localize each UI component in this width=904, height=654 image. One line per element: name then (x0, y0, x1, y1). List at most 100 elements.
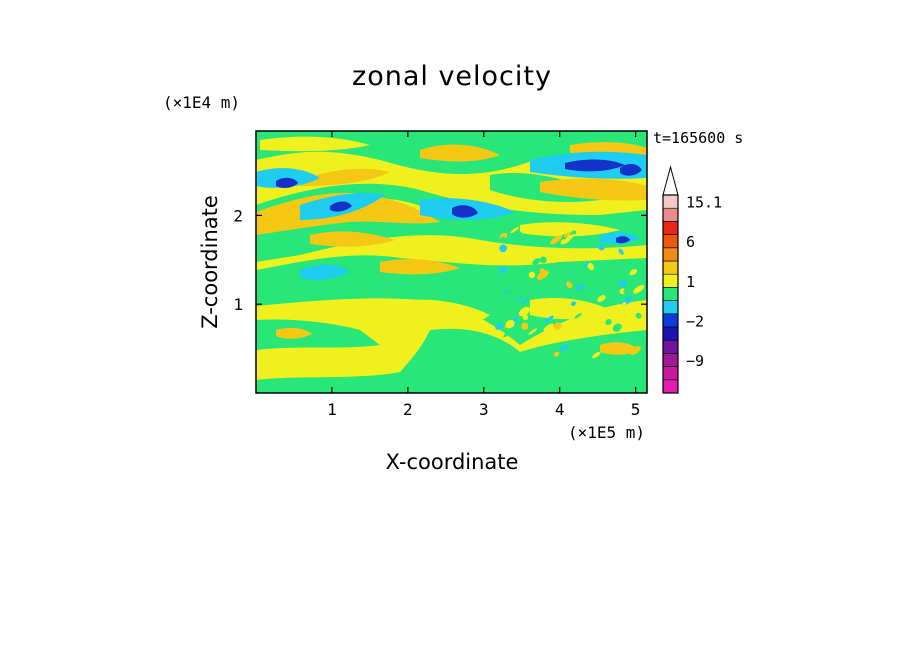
contour-band (550, 235, 562, 245)
contour-band (623, 284, 635, 293)
z-tick-label: 1 (233, 295, 243, 314)
contour-band (510, 226, 519, 234)
contour-band (256, 255, 647, 345)
contour-band (620, 272, 626, 278)
contour-band (612, 285, 620, 292)
contour-band (528, 328, 538, 335)
contour-band (553, 351, 560, 357)
contour-band (499, 244, 507, 253)
z-scale-label: (×1E4 m) (163, 93, 240, 112)
contour-band (495, 323, 503, 330)
contour-band (380, 259, 460, 275)
x-tick-label: 4 (555, 400, 565, 419)
contour-band (499, 236, 506, 242)
contour-band (587, 262, 595, 271)
contour-band (260, 136, 370, 152)
contour-band (276, 177, 298, 188)
z-axis-label: Z-coordinate (198, 195, 222, 329)
contour-band (486, 273, 496, 281)
contour-band (566, 281, 573, 289)
contour-band (539, 256, 547, 264)
contour-band (570, 230, 577, 236)
contour-band (310, 231, 395, 247)
contour-band (601, 312, 607, 317)
contour-band (256, 319, 380, 350)
x-tick-label: 1 (327, 400, 337, 419)
contour-band (605, 318, 612, 326)
contour-band (618, 280, 627, 288)
colorbar: 15.1 6 1 −2 −9 (662, 165, 722, 394)
colorbar-swatch (662, 260, 679, 275)
contour-band (600, 342, 640, 355)
contour-band (560, 286, 566, 293)
contour-band (520, 222, 620, 237)
x-tick-label: 3 (479, 400, 489, 419)
contour-band (628, 331, 636, 337)
contour-band (536, 270, 549, 280)
contour-band (300, 168, 390, 186)
contour-band (546, 335, 552, 341)
colorbar-extend-arrow (662, 165, 679, 196)
contour-band (582, 262, 590, 268)
contour-band (528, 271, 536, 279)
contour-band (523, 279, 532, 286)
contour-band (574, 313, 582, 319)
contour-band (540, 178, 647, 201)
x-scale-label: (×1E5 m) (568, 423, 645, 442)
colorbar-label: −2 (686, 312, 704, 330)
colorbar-swatch (662, 366, 679, 381)
colorbar-swatch (662, 313, 679, 328)
colorbar-swatch (662, 339, 679, 354)
contour-band (621, 302, 627, 306)
colorbar-label: 1 (686, 273, 695, 291)
colorbar-swatch (662, 326, 679, 341)
contour-band (592, 351, 601, 359)
contour-band (576, 284, 584, 291)
colorbar-swatch (662, 287, 679, 301)
contour-band (521, 322, 529, 330)
contour-band (563, 232, 571, 238)
contour-layer (256, 131, 647, 393)
z-tick-label: 2 (233, 206, 243, 225)
colorbar-swatch (662, 234, 679, 249)
colorbar-swatch (662, 194, 679, 209)
contour-band (516, 296, 524, 301)
contour-band (410, 299, 490, 329)
x-tick-label: 5 (631, 400, 641, 419)
colorbar-label: −9 (686, 352, 704, 370)
contour-band (565, 159, 625, 172)
contour-band (499, 266, 508, 274)
time-label: t=165600 s (653, 129, 743, 147)
contour-band (612, 323, 622, 332)
colorbar-swatch (662, 353, 679, 367)
contour-band (521, 298, 529, 304)
colorbar-swatch (662, 207, 679, 222)
z-axis: 12 (233, 206, 647, 314)
contour-band (487, 295, 499, 305)
contour-band (300, 264, 350, 280)
colorbar-swatch (662, 300, 679, 315)
contour-band (544, 315, 554, 323)
contour-band (276, 327, 312, 339)
contour-band (633, 284, 645, 294)
contour-band (635, 312, 642, 319)
contour-band (522, 336, 527, 340)
x-axis: 1 2 3 4 5 (327, 131, 640, 419)
contour-band (330, 201, 352, 212)
contour-band (567, 234, 575, 240)
contour-band (533, 307, 540, 313)
contour-band (300, 353, 400, 375)
contour-band (502, 289, 510, 295)
contour-band (571, 301, 576, 307)
colorbar-frame (662, 194, 679, 394)
contour-band (518, 306, 531, 317)
contour-band (420, 144, 500, 162)
contour-band (620, 164, 642, 176)
x-axis-label: X-coordinate (386, 450, 519, 474)
contour-band (561, 300, 566, 305)
contour-band (618, 248, 624, 255)
colorbar-swatch (662, 273, 679, 288)
contour-band (616, 236, 630, 244)
contour-band (256, 192, 440, 235)
